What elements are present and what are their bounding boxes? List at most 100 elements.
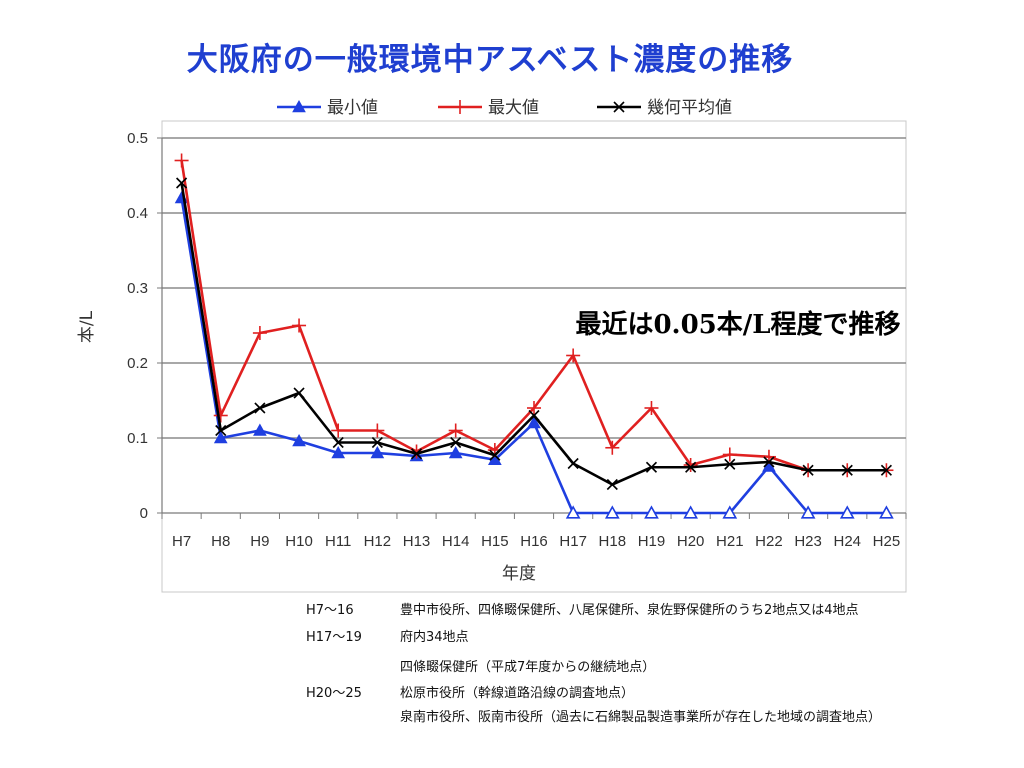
asbestos-line-chart: 最小値 最大値 幾何平均値 0 0.1 0.2 0.3 0.4 0.5 H7 H8 H9 H10 H11… <box>77 98 907 593</box>
legend-label: 最大値 <box>488 98 539 118</box>
data-point <box>527 415 541 429</box>
note-text: 松原市役所（幹線道路沿線の調査地点） <box>400 686 635 701</box>
legend-item: 幾何平均値 <box>597 98 732 118</box>
data-point-stroke <box>332 436 344 449</box>
data-point-stroke <box>450 436 462 449</box>
data-point <box>331 445 346 459</box>
y-tick-label: 0.5 <box>127 130 148 147</box>
data-point-stroke <box>567 457 579 470</box>
data-point <box>606 478 618 491</box>
note-text: 豊中市役所、四條畷保健所、八尾保健所、泉佐野保健所のうち2地点又は4地点 <box>400 603 859 618</box>
data-point <box>213 430 228 444</box>
data-point <box>410 448 423 460</box>
x-tick-label: H25 <box>873 533 901 550</box>
x-tick-label: H24 <box>833 533 861 550</box>
data-point <box>489 449 501 461</box>
x-tick-label: H23 <box>794 533 822 550</box>
data-point <box>566 348 581 363</box>
x-tick-label: H13 <box>403 533 431 550</box>
note-text: 府内34地点 <box>400 630 469 645</box>
data-point <box>683 505 698 519</box>
data-point-stroke <box>176 177 188 189</box>
data-series <box>174 153 894 519</box>
data-point <box>215 424 227 437</box>
note-period: H20〜25 <box>306 686 362 701</box>
x-tick-label: H10 <box>285 533 313 550</box>
data-point <box>450 436 462 449</box>
y-tick-label: 0.2 <box>127 355 148 372</box>
x-tick-label: H16 <box>520 533 548 550</box>
data-point <box>565 505 581 519</box>
data-point-stroke <box>215 424 227 437</box>
data-point <box>644 401 659 415</box>
data-point <box>683 458 698 472</box>
data-point-stroke <box>613 101 625 113</box>
note-period: H7〜16 <box>306 603 354 618</box>
y-axis-title: 本/L <box>77 310 97 343</box>
x-tick-label: H9 <box>250 533 269 550</box>
x-tick-label: H19 <box>638 533 666 550</box>
data-point <box>644 505 659 519</box>
data-point <box>292 99 306 113</box>
legend-item: 最大値 <box>438 98 539 118</box>
data-point <box>370 423 385 438</box>
note-period: H17〜19 <box>306 630 362 645</box>
data-point <box>800 505 816 519</box>
data-point <box>527 401 541 415</box>
data-point-stroke <box>802 464 814 476</box>
data-point <box>174 153 189 168</box>
data-point <box>370 445 385 459</box>
data-point <box>371 436 383 449</box>
data-point <box>254 402 266 414</box>
data-point-stroke <box>880 464 892 476</box>
x-tick-label: H20 <box>677 533 705 550</box>
x-axis-title: 年度 <box>502 564 536 584</box>
x-tick-label: H22 <box>755 533 783 550</box>
data-point <box>880 464 892 476</box>
series-3 <box>176 177 892 491</box>
x-tick-label: H12 <box>364 533 392 550</box>
axes: 0 0.1 0.2 0.3 0.4 0.5 H7 H8 H9 H10 H11 H12 H13 H14 H15… <box>127 130 907 550</box>
y-tick-label: 0.4 <box>127 205 148 222</box>
note-text: 四條畷保健所（平成7年度からの継続地点） <box>400 660 656 675</box>
x-tick-label: H15 <box>481 533 509 550</box>
data-point <box>528 409 540 422</box>
data-point-stroke <box>724 458 736 470</box>
data-point <box>722 447 737 462</box>
x-tick-label: H14 <box>442 533 470 550</box>
data-point <box>802 464 814 476</box>
data-point <box>292 318 307 333</box>
data-point <box>841 464 853 476</box>
data-point-stroke <box>763 456 775 468</box>
y-tick-label: 0.3 <box>127 280 148 297</box>
data-point <box>176 177 188 189</box>
data-point-stroke <box>685 461 697 473</box>
x-tick-label: H11 <box>325 533 351 550</box>
y-tick-label: 0 <box>140 505 148 522</box>
data-point <box>293 387 305 399</box>
data-point-stroke <box>489 449 501 461</box>
data-point-stroke <box>841 464 853 476</box>
data-point-stroke <box>645 461 658 473</box>
data-point <box>604 505 620 519</box>
data-point <box>253 423 267 436</box>
data-point <box>292 433 306 447</box>
chart-legend: 最小値 最大値 幾何平均値 <box>277 98 732 118</box>
legend-item: 最小値 <box>277 98 378 118</box>
data-point-stroke <box>254 402 266 414</box>
data-point-stroke <box>606 478 618 491</box>
data-point <box>722 505 738 519</box>
data-point <box>252 326 267 340</box>
data-point-stroke <box>410 448 423 460</box>
data-point <box>763 456 775 468</box>
x-tick-label: H17 <box>559 533 587 550</box>
x-tick-label: H21 <box>716 533 744 550</box>
legend-label: 幾何平均値 <box>647 98 732 118</box>
data-point-stroke <box>528 409 540 422</box>
data-point <box>613 101 625 113</box>
data-point <box>331 423 346 438</box>
data-point <box>448 423 463 438</box>
data-point <box>567 457 579 470</box>
legend-label: 最小値 <box>327 98 378 118</box>
data-point-stroke <box>293 387 305 399</box>
